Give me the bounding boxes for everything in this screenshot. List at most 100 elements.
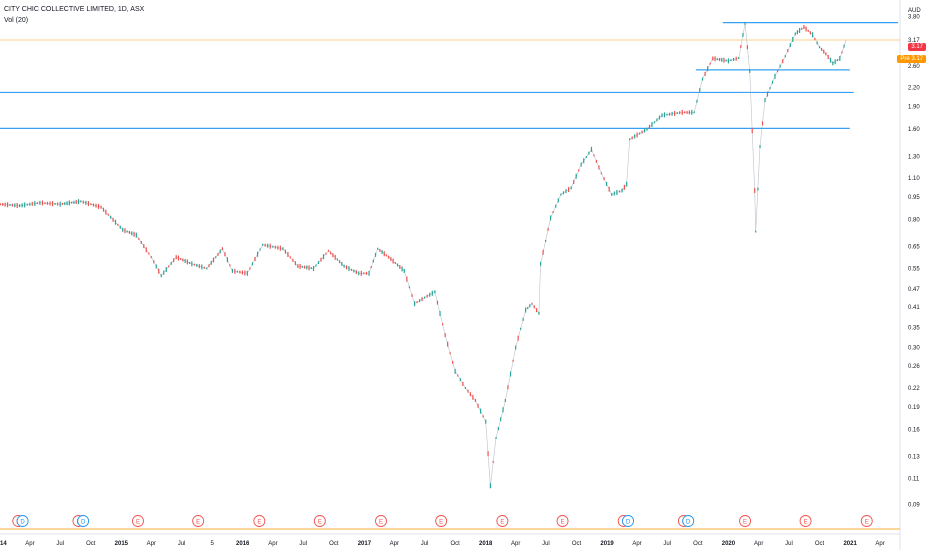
price-candle [707,66,709,72]
price-candle [613,191,615,196]
price-candle [168,265,170,268]
price-candle [102,207,105,212]
price-candle [259,248,261,251]
price-candle [444,333,446,338]
earnings-marker-label: E [865,520,869,526]
dividend-marker-label: D [81,520,86,526]
price-candle [643,128,646,133]
price-candle [36,202,38,205]
price-candle [568,187,570,193]
y-tick-label: 3.80 [908,14,920,20]
price-candle [730,59,732,62]
price-candle [467,389,469,393]
earnings-marker-label: E [804,520,808,526]
price-candle [403,268,405,273]
price-candle [482,415,484,418]
price-candle [339,260,341,264]
price-candle [406,276,408,282]
price-candle [827,55,829,60]
price-candle [388,255,390,259]
price-candle [155,264,157,269]
price-candle [112,217,114,222]
price-candle [256,251,259,257]
price-candle [408,286,411,289]
price-candle [477,403,479,408]
x-tick-label: Apr [511,541,520,547]
y-tick-label: 0.30 [908,346,920,352]
symbol-title[interactable]: CITY CHIC COLLECTIVE LIMITED, 1D, ASX [4,6,145,13]
price-candle [411,293,413,297]
price-candle [189,261,191,264]
price-candle [297,264,299,269]
price-candle [24,202,26,208]
x-tick-label: 2020 [722,541,736,547]
price-candle [462,381,464,386]
price-candle [533,305,535,309]
price-candle [105,209,107,215]
price-candle [754,187,756,193]
price-candle [774,73,776,79]
price-candle [390,257,392,262]
earnings-marker-label: E [500,520,504,526]
price-candle [696,99,698,103]
y-tick-label: 0.16 [908,428,920,434]
price-candle [421,297,423,302]
price-candle [165,267,167,273]
price-candle [836,59,839,62]
y-tick-label: 0.80 [908,218,920,224]
price-candle [779,64,781,68]
price-candle [829,57,832,63]
price-candle [841,51,843,54]
price-candle [249,267,251,270]
price-candle [212,257,215,263]
price-candle [684,111,686,114]
price-candle [312,265,315,271]
dividend-marker-label: D [686,520,691,526]
price-candle [100,205,102,209]
price-candle [757,187,759,191]
price-candle [287,252,289,258]
x-tick-label: Apr [754,541,763,547]
price-candle [578,169,580,172]
y-tick-label: 0.11 [908,476,920,482]
price-candle [547,227,549,231]
earnings-marker [496,515,509,527]
price-candle [423,296,426,299]
price-candle [75,199,77,204]
x-tick-label: Apr [147,541,156,547]
y-tick-label: 1.60 [908,127,920,133]
price-candle [59,201,61,207]
price-candle [322,254,325,260]
x-tick-label: 2019 [600,541,614,547]
price-candle [507,385,509,390]
price-candle [6,202,9,208]
earnings-marker-label: E [257,520,261,526]
pre-market-price-tag: Pre 3.17 [897,55,926,63]
price-candle [73,200,75,204]
price-candle [648,124,651,129]
price-candle [44,202,46,205]
price-candle [360,270,362,276]
y-tick-label: 0.41 [908,305,920,311]
price-candle [315,264,317,267]
y-tick-label: 0.22 [908,386,920,392]
price-candle [740,44,742,48]
price-candle [821,47,823,51]
price-candle [492,460,494,463]
price-candle [239,270,241,274]
x-tick-label: 2015 [115,541,129,547]
price-candle [160,274,162,278]
x-tick-label: Apr [25,541,34,547]
price-candle [175,255,177,260]
price-candle [343,264,345,268]
price-candle [173,258,175,263]
price-candle [191,261,193,267]
x-tick-label: Jul [56,541,64,547]
price-candle [583,158,585,164]
volume-indicator-label[interactable]: Vol (20) [4,17,29,24]
price-candle [117,223,119,226]
price-candle [0,203,1,206]
price-candle [124,228,126,234]
